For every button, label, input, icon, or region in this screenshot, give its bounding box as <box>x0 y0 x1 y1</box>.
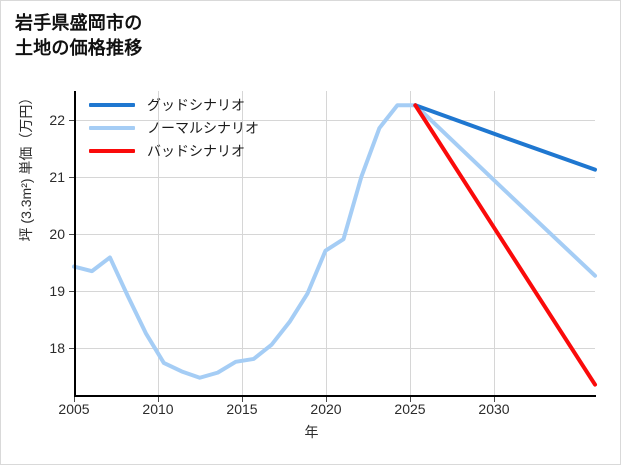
series-line-good-scenario <box>413 103 597 172</box>
x-tick-label: 2025 <box>394 401 426 417</box>
gridline-horizontal <box>74 120 595 121</box>
series-layer <box>72 103 597 387</box>
x-tick-label: 2020 <box>310 401 342 417</box>
x-tick-label: 2015 <box>226 401 258 417</box>
y-axis-title: 坪 (3.3m²) 単価（万円） <box>18 90 34 242</box>
y-axis-line <box>74 91 76 397</box>
legend: グッドシナリオ ノーマルシナリオ バッドシナリオ <box>89 93 309 162</box>
x-tick-mark <box>326 397 327 402</box>
y-tick-labels: 22 21 20 19 18 <box>1 1 65 464</box>
x-tick-label: 2010 <box>142 401 174 417</box>
gridline-horizontal <box>74 177 595 178</box>
x-tick-mark <box>494 397 495 402</box>
chart-title: 岩手県盛岡市の 土地の価格推移 <box>15 13 143 58</box>
y-tick-mark <box>69 291 74 292</box>
plot-area <box>72 91 597 396</box>
legend-label-bad-scenario: バッドシナリオ <box>147 142 245 159</box>
y-tick-mark <box>69 177 74 178</box>
legend-swatch-normal-scenario <box>89 125 135 130</box>
y-tick-mark <box>69 120 74 121</box>
gridline-horizontal <box>74 291 595 292</box>
y-tick-mark <box>69 348 74 349</box>
gridline-vertical <box>158 91 159 396</box>
x-tick-mark <box>410 397 411 402</box>
y-tick-label: 19 <box>49 283 65 299</box>
x-tick-label: 2030 <box>478 401 510 417</box>
gridline-vertical <box>494 91 495 396</box>
legend-swatch-good-scenario <box>89 102 135 107</box>
x-tick-mark <box>242 397 243 402</box>
gridline-vertical <box>410 91 411 396</box>
gridline-horizontal <box>74 348 595 349</box>
y-tick-label: 20 <box>49 226 65 242</box>
gridline-vertical <box>242 91 243 396</box>
x-tick-mark <box>74 397 75 402</box>
legend-label-good-scenario: グッドシナリオ <box>147 96 245 113</box>
y-tick-label: 22 <box>49 112 65 128</box>
x-tick-mark <box>158 397 159 402</box>
legend-item-good-scenario[interactable]: グッドシナリオ <box>89 93 309 116</box>
series-line-normal-scenario <box>72 103 597 380</box>
legend-label-normal-scenario: ノーマルシナリオ <box>147 119 259 136</box>
legend-item-bad-scenario[interactable]: バッドシナリオ <box>89 139 309 162</box>
legend-item-normal-scenario[interactable]: ノーマルシナリオ <box>89 116 309 139</box>
legend-swatch-bad-scenario <box>89 148 135 153</box>
series-line-bad-scenario <box>413 103 597 387</box>
x-axis-line <box>74 395 596 397</box>
gridline-vertical <box>326 91 327 396</box>
y-tick-mark <box>69 234 74 235</box>
x-tick-label: 2005 <box>58 401 90 417</box>
y-tick-label: 21 <box>49 169 65 185</box>
x-axis-title: 年 <box>304 424 319 440</box>
y-tick-label: 18 <box>49 340 65 356</box>
gridline-horizontal <box>74 234 595 235</box>
